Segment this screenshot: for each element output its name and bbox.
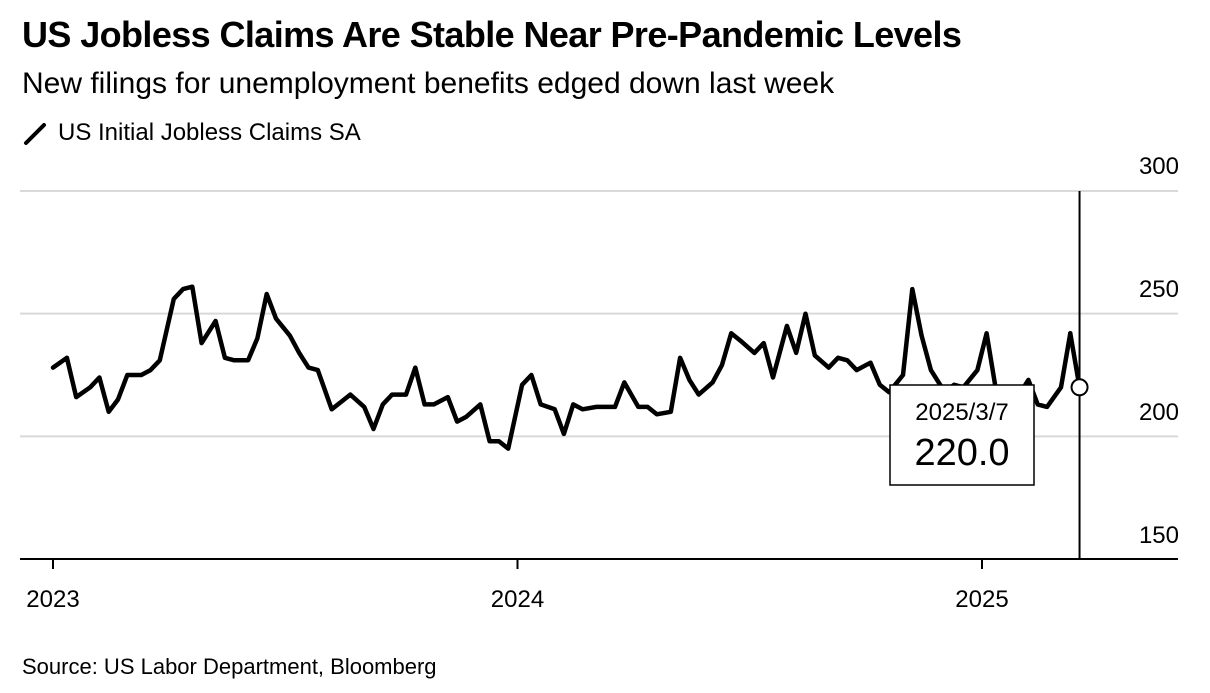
y-tick-label-300: 300 — [1139, 153, 1179, 180]
y-tick-label-150: 150 — [1139, 522, 1179, 549]
y-tick-label-200: 200 — [1139, 399, 1179, 426]
chart-title: US Jobless Claims Are Stable Near Pre-Pa… — [22, 14, 962, 55]
x-tick-label-2024: 2024 — [491, 586, 544, 613]
tooltip-box — [889, 384, 1035, 486]
legend-label: US Initial Jobless Claims SA — [58, 119, 361, 146]
legend-line-icon — [24, 123, 46, 145]
source-note: Source: US Labor Department, Bloomberg — [22, 654, 437, 679]
tooltip-date: 2025/3/7 — [915, 399, 1008, 426]
highlight-point-marker[interactable] — [1070, 378, 1089, 397]
series-line-last-segment — [1068, 331, 1082, 390]
y-tick-label-250: 250 — [1139, 276, 1179, 303]
series-points — [52, 286, 1071, 449]
x-tick-label-2025: 2025 — [955, 586, 1008, 613]
x-tick-label-2023: 2023 — [26, 586, 79, 613]
chart-subtitle: New filings for unemployment benefits ed… — [22, 67, 835, 100]
legend: US Initial Jobless Claims SA — [22, 119, 361, 147]
tooltip-value: 220.0 — [914, 432, 1009, 474]
